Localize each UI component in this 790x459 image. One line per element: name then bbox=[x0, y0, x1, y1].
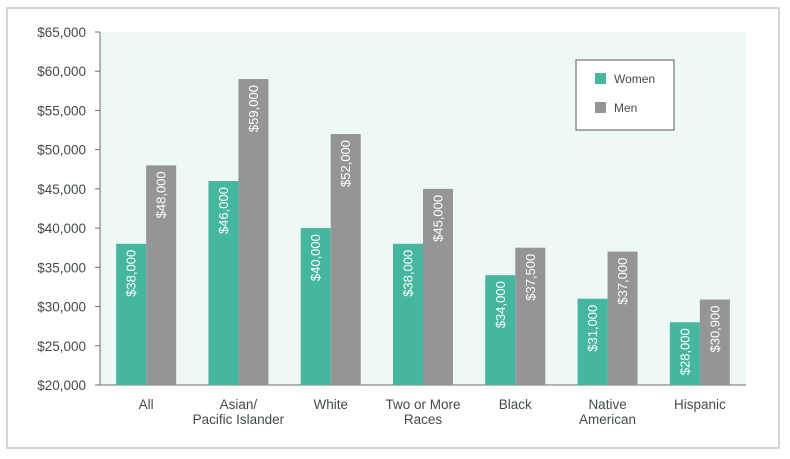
x-category-label: All bbox=[139, 397, 154, 412]
x-category-label: Races bbox=[404, 412, 443, 427]
y-tick-label: $55,000 bbox=[37, 103, 86, 118]
bar-value-label: $37,000 bbox=[615, 258, 630, 305]
legend-label-men: Men bbox=[614, 101, 637, 115]
bar-women-0 bbox=[116, 243, 147, 385]
y-tick-label: $65,000 bbox=[37, 25, 86, 40]
bar-women-5 bbox=[577, 298, 608, 385]
legend-label-women: Women bbox=[614, 72, 655, 86]
bar-value-label: $38,000 bbox=[401, 250, 416, 297]
bar-men-3 bbox=[423, 188, 453, 385]
bar-women-2 bbox=[300, 228, 331, 385]
bar-women-4 bbox=[485, 275, 516, 385]
bar-value-label: $52,000 bbox=[338, 140, 353, 187]
bar-value-label: $40,000 bbox=[308, 234, 323, 281]
x-category-label: White bbox=[313, 397, 348, 412]
x-category-label: Pacific Islander bbox=[193, 412, 285, 427]
y-tick-label: $60,000 bbox=[37, 64, 86, 79]
bar-value-label: $34,000 bbox=[493, 281, 508, 328]
bar-value-label: $59,000 bbox=[246, 85, 261, 132]
bar-men-5 bbox=[607, 251, 638, 385]
bar-value-label: $48,000 bbox=[154, 171, 169, 218]
bar-value-label: $38,000 bbox=[124, 250, 139, 297]
bar-men-4 bbox=[515, 247, 546, 385]
x-category-label: Hispanic bbox=[674, 397, 726, 412]
x-category-label: Asian/ bbox=[220, 397, 258, 412]
bar-women-3 bbox=[393, 243, 423, 385]
bar-men-2 bbox=[330, 133, 361, 385]
bar-value-label: $37,500 bbox=[523, 254, 538, 301]
y-tick-label: $35,000 bbox=[37, 260, 86, 275]
x-category-label: Two or More bbox=[385, 397, 460, 412]
legend-swatch-women bbox=[595, 73, 606, 84]
x-category-label: Black bbox=[499, 397, 532, 412]
x-category-label: American bbox=[579, 412, 636, 427]
y-tick-label: $20,000 bbox=[37, 378, 86, 393]
bar-men-0 bbox=[146, 165, 177, 385]
y-tick-label: $45,000 bbox=[37, 182, 86, 197]
bar-value-label: $31,000 bbox=[585, 305, 600, 352]
bar-value-label: $28,000 bbox=[677, 328, 692, 375]
y-tick-label: $40,000 bbox=[37, 221, 86, 236]
x-category-label: Native bbox=[588, 397, 626, 412]
y-tick-label: $30,000 bbox=[37, 300, 86, 315]
bar-women-1 bbox=[208, 181, 239, 385]
bar-value-label: $30,900 bbox=[707, 305, 722, 352]
bar-women-6 bbox=[669, 322, 700, 385]
legend-box bbox=[575, 59, 675, 131]
legend-swatch-men bbox=[595, 102, 606, 113]
y-tick-label: $25,000 bbox=[37, 339, 86, 354]
bar-value-label: $45,000 bbox=[431, 195, 446, 242]
bar-value-label: $46,000 bbox=[216, 187, 231, 234]
y-tick-label: $50,000 bbox=[37, 143, 86, 158]
bar-men-6 bbox=[699, 299, 730, 385]
bar-men-1 bbox=[238, 79, 269, 386]
